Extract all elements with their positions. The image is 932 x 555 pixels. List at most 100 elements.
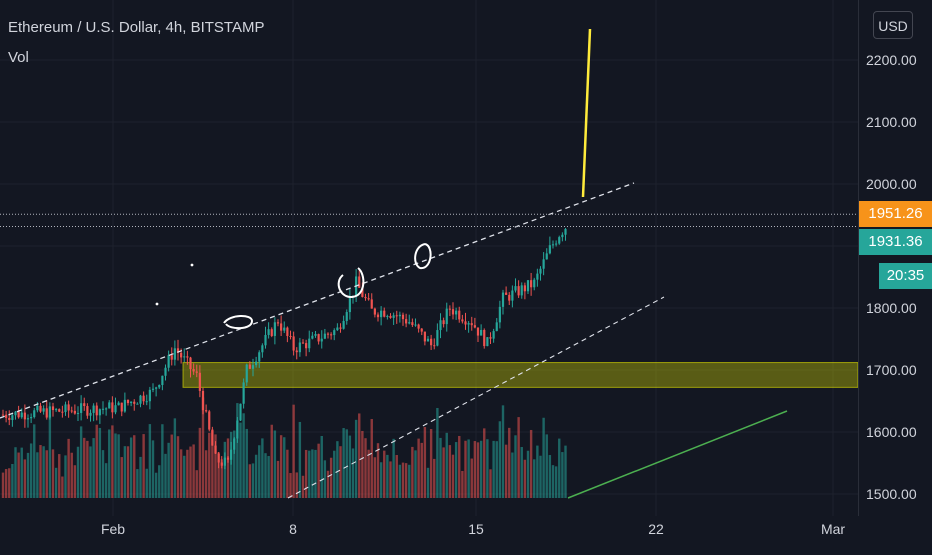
candle: [308, 338, 311, 349]
candle: [486, 337, 489, 347]
candle: [211, 429, 214, 446]
candle: [26, 418, 30, 420]
candle: [348, 296, 351, 313]
volume-bar: [154, 472, 158, 498]
candle: [417, 324, 420, 329]
dot-annotation: [155, 302, 159, 306]
candle: [380, 310, 383, 318]
candle: [542, 259, 545, 269]
candle: [33, 410, 36, 418]
volume-bar: [14, 447, 17, 498]
candle: [133, 401, 136, 404]
volume-bar: [195, 470, 198, 498]
candle: [495, 322, 498, 332]
volume-bar: [389, 461, 392, 498]
volume-bar: [176, 436, 180, 498]
support-zone: [182, 362, 859, 388]
volume-bar: [201, 397, 205, 498]
candle: [514, 286, 517, 291]
candle: [520, 285, 523, 296]
candle: [267, 329, 270, 335]
volume-bar: [242, 413, 245, 498]
volume-bar: [501, 405, 505, 498]
candle: [276, 322, 280, 324]
volume-bar: [189, 446, 192, 498]
candle: [5, 414, 8, 418]
candle: [361, 287, 364, 297]
volume-bar: [29, 443, 33, 498]
volume-bar: [339, 446, 342, 498]
candle: [526, 280, 530, 292]
candle: [280, 323, 283, 331]
volume-bar: [495, 441, 498, 498]
candle: [508, 294, 511, 301]
candle: [236, 420, 239, 439]
candle: [201, 390, 205, 411]
candle: [436, 330, 439, 346]
volume-bar: [445, 432, 448, 498]
candle: [314, 334, 317, 336]
volume-bar: [95, 424, 98, 498]
candle: [114, 405, 117, 413]
candle: [20, 412, 23, 418]
candle: [383, 310, 386, 317]
volume-bar: [289, 473, 292, 498]
volume-bar: [348, 435, 352, 498]
volume-bar: [551, 465, 555, 498]
volume-bar: [329, 457, 333, 498]
volume-bar: [204, 450, 208, 498]
currency-button[interactable]: USD: [873, 11, 913, 39]
candle: [464, 321, 467, 325]
volume-bar: [226, 438, 230, 498]
candle: [548, 245, 551, 254]
volume-bar: [158, 465, 161, 498]
bar-countdown-tag: 20:35: [879, 263, 932, 289]
candle: [70, 410, 73, 412]
volume-bar: [239, 422, 242, 498]
volume-bar: [148, 424, 152, 498]
channel-upper-line: [0, 182, 635, 419]
candle: [545, 253, 548, 260]
volume-bar: [258, 445, 261, 498]
volume-bar: [333, 450, 336, 498]
candle: [301, 342, 305, 344]
candle: [530, 280, 533, 288]
volume-bar: [86, 440, 89, 498]
x-tick-label: Feb: [101, 521, 125, 537]
volume-bar: [133, 435, 136, 498]
volume-bar: [323, 460, 327, 498]
candle: [151, 388, 155, 390]
candle: [423, 331, 426, 342]
volume-bar: [273, 430, 277, 498]
volume-bar: [395, 455, 398, 498]
volume-bar: [58, 454, 61, 498]
candle: [523, 285, 526, 292]
candle: [189, 357, 192, 370]
volume-bar: [73, 465, 77, 498]
volume-bar: [292, 404, 295, 498]
volume-bar: [517, 417, 520, 498]
volume-bar: [451, 454, 455, 498]
volume-bar: [211, 430, 214, 498]
volume-bar: [370, 419, 373, 498]
volume-bar: [183, 455, 186, 498]
candle: [305, 343, 308, 349]
volume-bar: [464, 440, 467, 498]
volume-bar: [523, 459, 527, 498]
candle: [111, 402, 114, 413]
candle: [173, 348, 176, 360]
volume-bar: [42, 446, 45, 498]
candle: [564, 228, 567, 235]
volume-bar: [398, 464, 402, 498]
candle: [167, 355, 170, 368]
volume-bar: [514, 435, 517, 498]
symbol-title[interactable]: Ethereum / U.S. Dollar, 4h, BITSTAMP: [8, 19, 265, 36]
candle: [345, 312, 348, 321]
volume-indicator-label[interactable]: Vol: [8, 49, 29, 66]
candle: [558, 237, 561, 244]
candle: [80, 403, 83, 413]
volume-bar: [442, 447, 445, 498]
candle: [505, 292, 508, 295]
